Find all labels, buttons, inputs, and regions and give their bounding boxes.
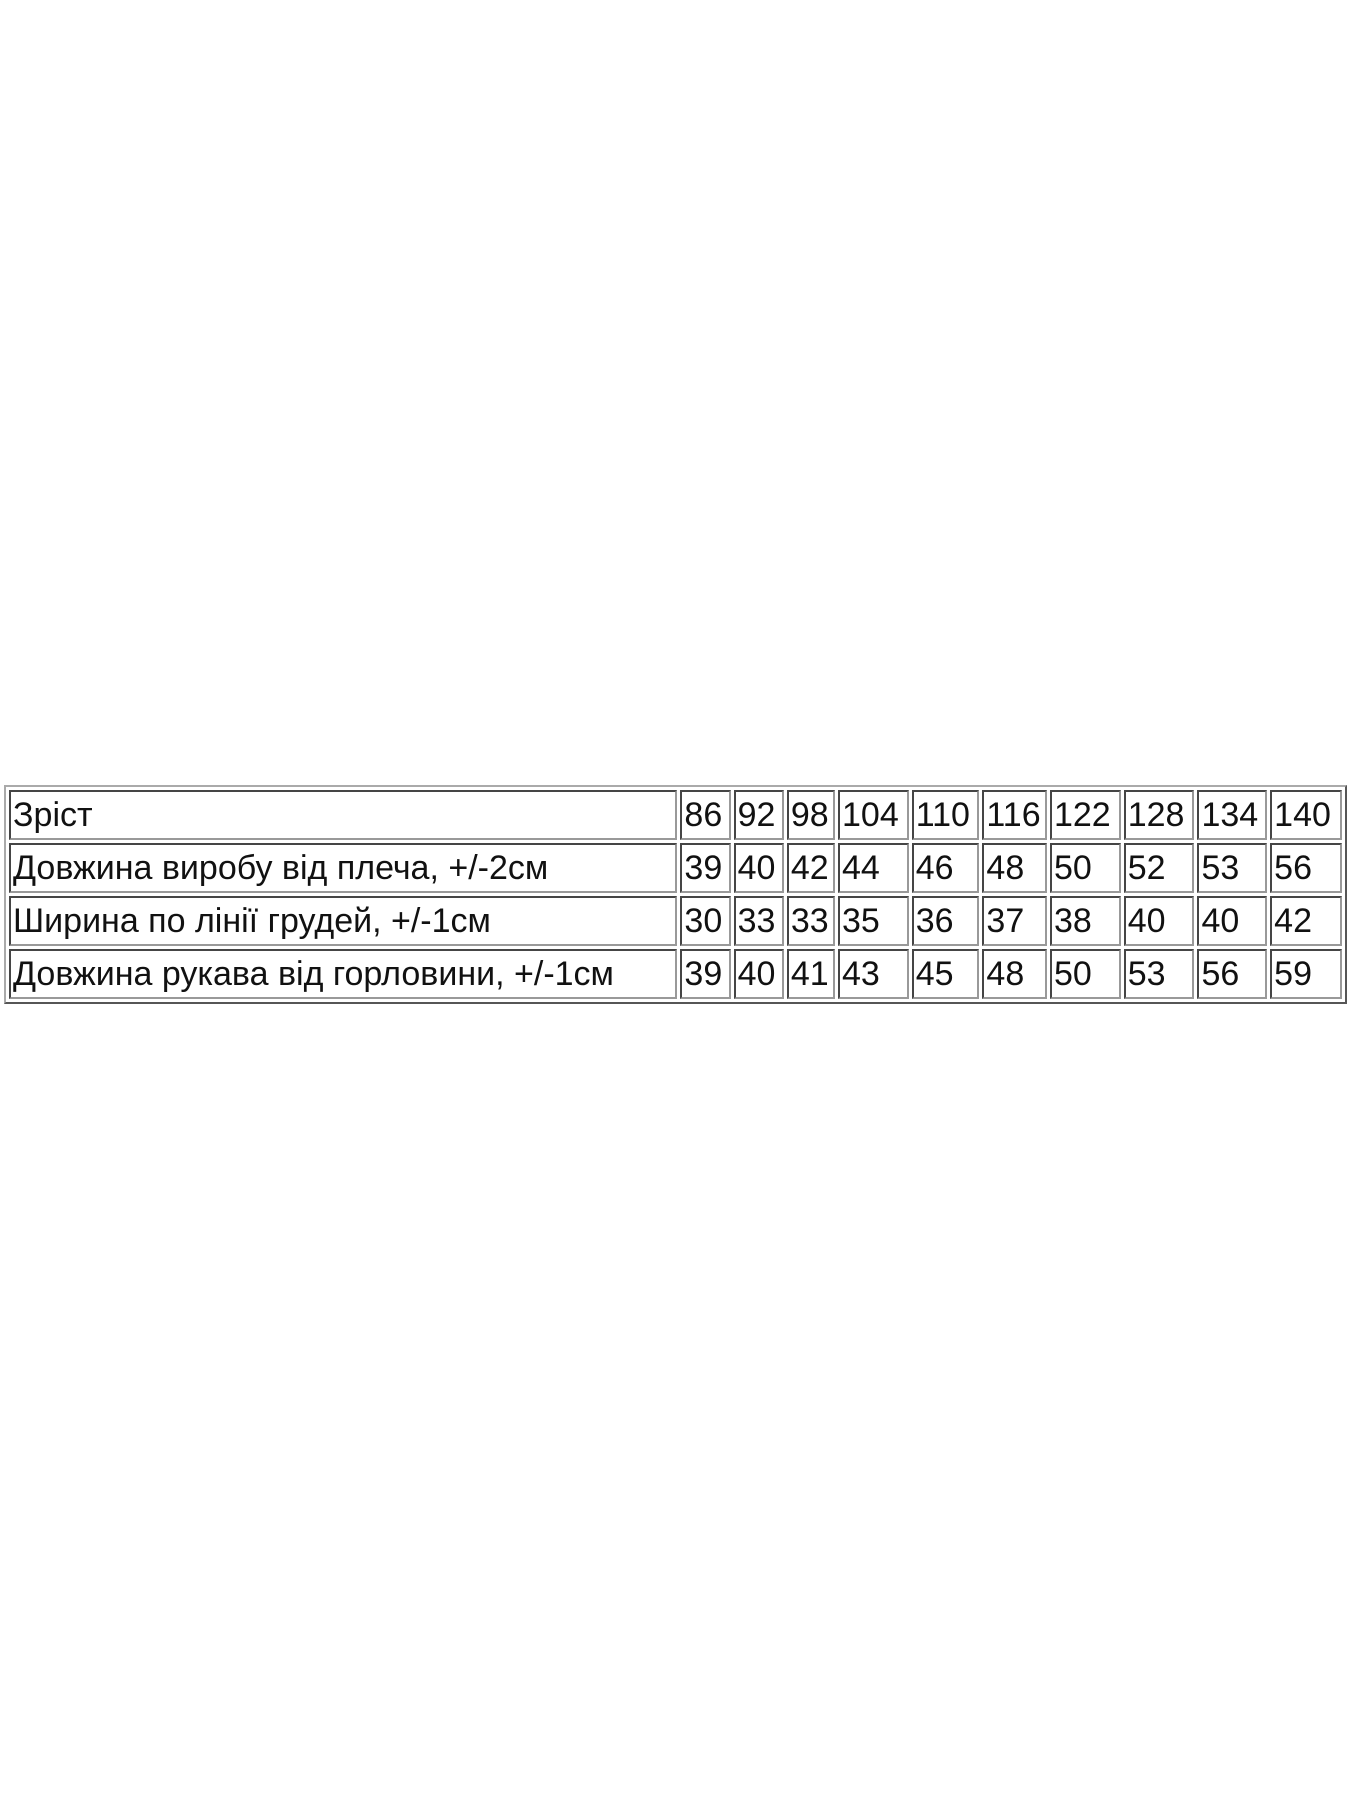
table-cell: 50 <box>1049 949 1121 999</box>
table-cell: 33 <box>786 896 836 946</box>
row-label: Довжина рукава від горловини, +/-1см <box>9 949 678 999</box>
table-cell: 42 <box>1270 896 1342 946</box>
table-cell: 30 <box>680 896 731 946</box>
table-cell: 134 <box>1197 790 1268 840</box>
table-cell: 52 <box>1123 843 1195 893</box>
table-cell: 42 <box>786 843 836 893</box>
table-cell: 41 <box>786 949 836 999</box>
table-cell: 53 <box>1197 843 1268 893</box>
table-cell: 53 <box>1123 949 1195 999</box>
table-cell: 40 <box>1197 896 1268 946</box>
row-label: Ширина по лінії грудей, +/-1см <box>9 896 678 946</box>
table-cell: 39 <box>680 949 731 999</box>
row-label: Зріст <box>9 790 678 840</box>
table-row: Ширина по лінії грудей, +/-1см 30 33 33 35 36… <box>9 896 1342 946</box>
table-cell: 128 <box>1123 790 1195 840</box>
table-row: Довжина виробу від плеча, +/-2см 39 40 42 44… <box>9 843 1342 893</box>
header-row-height: Зріст 86 92 98 104 110 116 122 128 134 140 <box>9 790 1342 840</box>
table-cell: 122 <box>1049 790 1121 840</box>
table-cell: 40 <box>733 843 784 893</box>
table-cell: 39 <box>680 843 731 893</box>
table-cell: 56 <box>1270 843 1342 893</box>
table-cell: 110 <box>911 790 980 840</box>
table-row: Довжина рукава від горловини, +/-1см 39 40… <box>9 949 1342 999</box>
table-cell: 86 <box>680 790 731 840</box>
size-chart-table: Зріст 86 92 98 104 110 116 122 128 134 140 Довжина … <box>4 785 1347 1004</box>
table-cell: 104 <box>838 790 909 840</box>
table-cell: 38 <box>1049 896 1121 946</box>
table-cell: 40 <box>1123 896 1195 946</box>
table-cell: 116 <box>982 790 1047 840</box>
table-cell: 37 <box>982 896 1047 946</box>
table-cell: 56 <box>1197 949 1268 999</box>
table-cell: 48 <box>982 843 1047 893</box>
row-label: Довжина виробу від плеча, +/-2см <box>9 843 678 893</box>
table-cell: 48 <box>982 949 1047 999</box>
table-cell: 35 <box>838 896 909 946</box>
table-cell: 92 <box>733 790 784 840</box>
table-cell: 45 <box>911 949 980 999</box>
table-cell: 46 <box>911 843 980 893</box>
table-cell: 50 <box>1049 843 1121 893</box>
table-cell: 140 <box>1270 790 1342 840</box>
table-cell: 44 <box>838 843 909 893</box>
table-cell: 33 <box>733 896 784 946</box>
table-cell: 43 <box>838 949 909 999</box>
table-cell: 40 <box>733 949 784 999</box>
table-cell: 59 <box>1270 949 1342 999</box>
table-cell: 36 <box>911 896 980 946</box>
table-cell: 98 <box>786 790 836 840</box>
